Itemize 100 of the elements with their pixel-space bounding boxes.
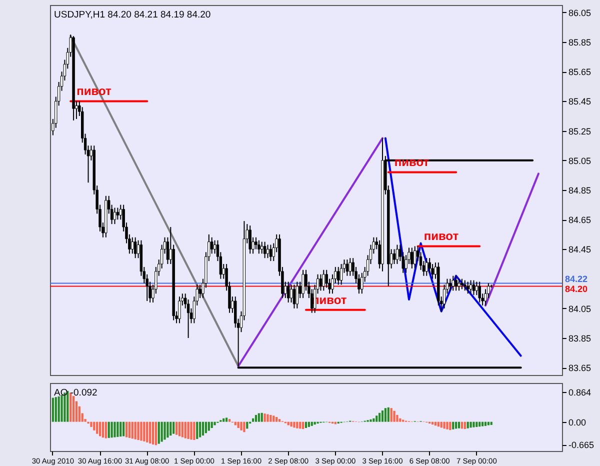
candlestick (322, 269, 326, 292)
candlestick (410, 247, 414, 269)
candlestick (348, 258, 352, 276)
candlestick (131, 236, 134, 254)
candlestick (460, 278, 464, 290)
bar (293, 422, 296, 428)
candlestick (269, 244, 272, 262)
candlestick (346, 259, 349, 276)
bar (296, 422, 298, 428)
bar (460, 422, 463, 429)
bar (187, 422, 190, 439)
bar (476, 422, 478, 427)
bar (246, 422, 248, 429)
bar (122, 422, 125, 436)
y-tick-label: 85.65 (568, 67, 592, 78)
y-tick-label: -0.665 (568, 440, 594, 450)
bar (184, 422, 186, 438)
y-tick-label: 86.05 (568, 8, 592, 18)
bar (464, 422, 466, 430)
candlestick (258, 240, 260, 254)
bar (178, 422, 180, 436)
bar (396, 414, 398, 422)
candlestick (210, 236, 214, 254)
bar (199, 422, 202, 438)
bar (108, 422, 110, 438)
bar (140, 422, 142, 441)
bar (299, 422, 302, 429)
bar (149, 422, 152, 444)
ref-line-label: 84.20 (565, 284, 588, 294)
bar (310, 422, 313, 426)
bar (210, 422, 213, 428)
candlestick (458, 278, 460, 292)
bar (114, 422, 116, 438)
candlestick (116, 207, 120, 220)
bar (482, 422, 484, 426)
bar (266, 414, 269, 422)
bar (70, 392, 72, 422)
bar (243, 422, 246, 432)
candlestick (319, 274, 322, 292)
bar (290, 422, 292, 427)
bar (228, 419, 231, 422)
bar (308, 422, 310, 427)
candlestick (425, 258, 428, 276)
y-tick-label: 85.85 (568, 38, 592, 48)
candlestick (178, 296, 181, 324)
candlestick (452, 275, 454, 292)
bar (102, 422, 104, 438)
bar (449, 422, 452, 430)
bar (128, 422, 130, 438)
bar (137, 422, 140, 440)
bar (93, 422, 96, 430)
candlestick (414, 246, 416, 269)
y-tick-label: 85.45 (568, 96, 592, 107)
y-tick-label: 84.65 (568, 215, 592, 226)
bar (66, 390, 69, 422)
bar (240, 422, 242, 430)
bar (270, 414, 272, 422)
candlestick (248, 225, 252, 254)
bar (160, 422, 163, 442)
candlestick (396, 244, 399, 264)
y-tick-label: 0.00 (568, 417, 586, 428)
bar (131, 422, 134, 439)
y-tick-label: 85.05 (568, 156, 592, 166)
bar (384, 408, 386, 422)
candlestick (340, 264, 343, 286)
bar (258, 413, 260, 422)
bar (208, 422, 210, 431)
bar (254, 414, 258, 422)
bar (276, 417, 278, 422)
candlestick (134, 236, 137, 259)
bar (146, 422, 148, 442)
bar (370, 419, 372, 422)
y-tick-label: 84.45 (568, 244, 592, 255)
candlestick (296, 281, 299, 309)
bar (72, 396, 75, 422)
candlestick (478, 281, 481, 303)
candlestick (292, 284, 296, 309)
bar (376, 416, 378, 422)
y-tick-label: 85.25 (568, 126, 592, 136)
candlestick (448, 278, 452, 292)
bar (98, 422, 102, 436)
bar (54, 397, 57, 422)
candlestick (286, 281, 290, 303)
bar (164, 422, 166, 440)
y-tick-label: 83.65 (568, 363, 592, 374)
bar (478, 422, 481, 427)
bar (458, 422, 460, 428)
bar (202, 422, 204, 436)
bar (152, 422, 154, 444)
bar (90, 422, 92, 427)
bar (176, 422, 178, 435)
candlestick (392, 248, 396, 264)
bar (181, 422, 184, 438)
bar (134, 422, 136, 440)
bar (116, 422, 119, 437)
ref-line-label: 84.22 (565, 274, 588, 284)
bar (264, 414, 266, 422)
bar (120, 422, 122, 437)
bar (393, 410, 396, 422)
bar (204, 422, 207, 434)
